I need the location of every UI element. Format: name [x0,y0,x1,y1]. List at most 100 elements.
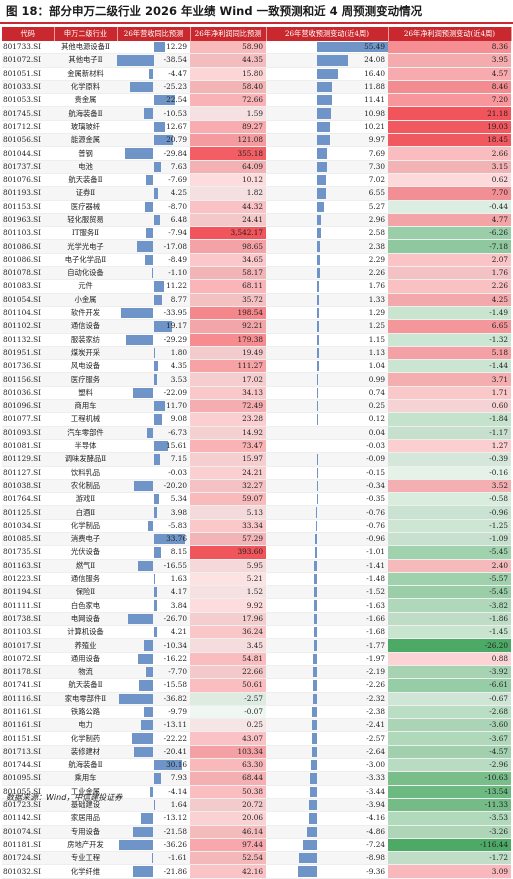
cell-revenue-change: 7.69 [266,147,388,160]
cell-revenue-change-text: -3.00 [366,760,385,769]
cell-profit-yoy-text: 89.27 [242,122,263,131]
cell-profit-change-text: -7.18 [489,242,508,251]
cell-code-text: 801733.SI [3,42,41,51]
cell-revenue-change: 2.58 [266,227,388,240]
cell-profit-yoy-text: 46.14 [242,827,263,836]
revenue-yoy-bar [125,148,153,158]
revenue-change-bar [317,374,318,384]
cell-industry-text: 保险Ⅱ [76,587,96,596]
cell-profit-yoy-text: 19.49 [242,348,263,357]
cell-code-text: 801127.SI [3,468,41,477]
revenue-change-bar [314,627,317,637]
cell-code-text: 801032.SI [3,867,41,876]
cell-profit-change: -0.96 [388,506,511,519]
cell-industry: 其他电源设备Ⅱ [54,41,117,54]
cell-revenue-yoy-text: 11.70 [166,401,187,410]
revenue-change-bar [317,69,338,79]
cell-code-text: 801093.SI [3,428,41,437]
cell-revenue-yoy-text: -36.26 [164,840,187,849]
cell-profit-change: -0.58 [388,493,511,506]
cell-revenue-change-text: 1.13 [369,348,385,357]
revenue-change-bar [314,561,317,571]
cell-industry: 物流 [54,665,117,678]
cell-profit-change-text: 3.71 [492,375,508,384]
cell-profit-change: 19.03 [388,120,511,133]
cell-revenue-change-text: -3.33 [366,773,385,782]
title-rule [0,22,513,24]
cell-code: 801017.SI [2,639,54,652]
revenue-yoy-bar [145,255,153,265]
cell-profit-yoy-text: 1.59 [247,109,263,118]
cell-code: 801181.SI [2,838,54,851]
cell-code-text: 801712.SI [3,122,41,131]
cell-code-text: 801103.SI [3,228,41,237]
cell-profit-change-text: 0.60 [492,401,508,410]
cell-revenue-change: -0.09 [266,453,388,466]
cell-industry-text: 装修建材 [71,747,100,756]
cell-revenue-change: 2.29 [266,253,388,266]
cell-code: 801738.SI [2,612,54,625]
cell-revenue-change-text: -8.98 [366,853,385,862]
cell-profit-yoy: 9.92 [190,599,266,612]
cell-profit-change-text: -1.25 [489,521,508,530]
revenue-change-bar [317,55,348,65]
cell-profit-yoy: 24.41 [190,213,266,226]
header-profit-yoy: 26年净利润同比预测 [190,27,266,41]
cell-industry: 化学原料 [54,80,117,93]
cell-revenue-yoy: 11.22 [117,280,190,293]
revenue-yoy-bar [130,82,154,92]
cell-code: 801036.SI [2,386,54,399]
cell-industry-text: 白酒Ⅱ [76,508,96,517]
cell-code-text: 801737.SI [3,162,41,171]
cell-profit-change-text: 2.07 [492,255,508,264]
cell-profit-yoy: 0.25 [190,719,266,732]
revenue-yoy-bar [138,561,154,571]
cell-industry-text: 能源金属 [71,135,100,144]
cell-profit-yoy: 14.92 [190,426,266,439]
cell-revenue-change: 11.88 [266,80,388,93]
cell-revenue-change: 1.15 [266,333,388,346]
cell-industry-text: 服装家纺 [71,335,100,344]
cell-profit-change-text: 2.66 [492,149,508,158]
cell-profit-yoy-text: 64.09 [242,162,263,171]
cell-profit-change: 0.88 [388,652,511,665]
cell-profit-yoy-text: 14.92 [242,428,263,437]
cell-profit-change-text: -11.33 [485,800,508,809]
cell-profit-change: 1.71 [388,386,511,399]
cell-revenue-yoy: -22.09 [117,386,190,399]
cell-profit-yoy: 36.24 [190,626,266,639]
cell-profit-change-text: 3.09 [492,867,508,876]
cell-code-text: 801142.SI [3,813,41,822]
cell-revenue-yoy: 7.93 [117,772,190,785]
cell-revenue-yoy: -29.84 [117,147,190,160]
cell-code-text: 801086.SI [3,255,41,264]
cell-revenue-change: 11.41 [266,94,388,107]
cell-code-text: 801745.SI [3,109,41,118]
cell-revenue-change-text: 2.58 [369,228,385,237]
cell-profit-yoy: 58.40 [190,80,266,93]
cell-revenue-change-text: 1.25 [369,321,385,330]
cell-code-text: 801083.SI [3,281,41,290]
cell-profit-change: -5.45 [388,586,511,599]
cell-code-text: 801764.SI [3,494,41,503]
cell-profit-change-text: 7.20 [492,95,508,104]
revenue-change-bar [310,773,317,783]
cell-industry: 白酒Ⅱ [54,506,117,519]
cell-code: 801072.SI [2,652,54,665]
cell-industry-text: 其他电子Ⅱ [68,55,102,64]
revenue-change-bar [317,281,319,291]
cell-profit-yoy-text: 17.02 [242,375,263,384]
cell-profit-change-text: 0.62 [492,175,508,184]
cell-profit-change-text: -5.45 [489,547,508,556]
cell-revenue-yoy: -7.94 [117,227,190,240]
revenue-change-bar [307,827,317,837]
cell-revenue-change-text: -0.96 [366,534,385,543]
cell-profit-change-text: -0.96 [489,508,508,517]
cell-profit-yoy-text: 35.72 [242,295,263,304]
cell-profit-yoy-text: 22.66 [242,667,263,676]
cell-profit-yoy-text: -2.57 [244,694,263,703]
